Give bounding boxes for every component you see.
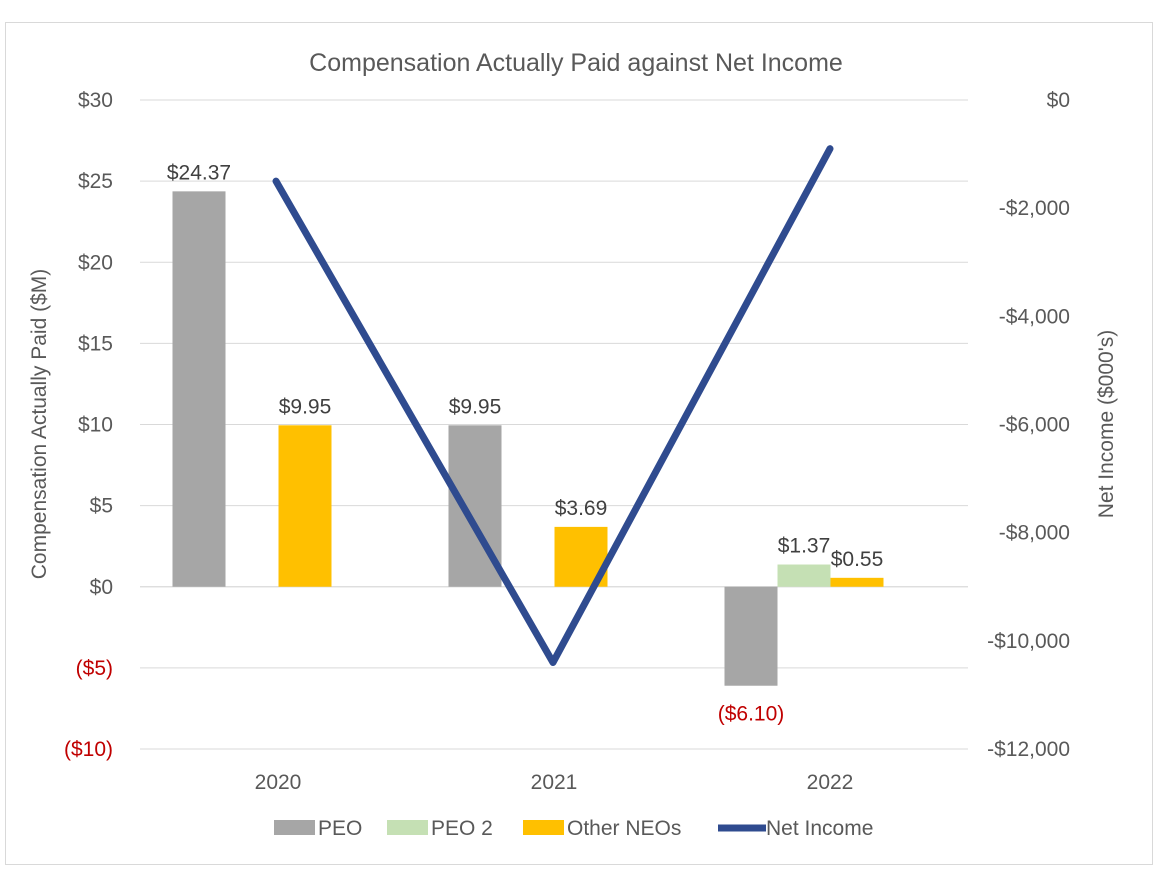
y2-tick-label: -$6,000 — [999, 414, 1070, 437]
x-tick-label: 2022 — [807, 771, 854, 794]
bar-other-neos — [830, 577, 884, 587]
y-tick-label: $30 — [78, 89, 113, 112]
data-label: ($6.10) — [718, 703, 785, 726]
bar-labels: $24.37 $9.95 ($6.10) $1.37 $9.95 $3.69 $0.55 — [167, 161, 883, 725]
bar-peo-2 — [777, 564, 831, 587]
legend-swatch-other-neos — [523, 820, 564, 835]
data-label: $9.95 — [279, 395, 332, 418]
y2-tick-label: $0 — [1047, 89, 1070, 112]
legend-label-peo: PEO — [318, 817, 362, 840]
x-tick-label: 2021 — [531, 771, 578, 794]
line-net-income — [272, 145, 834, 666]
y-tick-label: $15 — [78, 332, 113, 355]
bar-peo — [172, 191, 226, 587]
x-axis-ticks: 2020 2021 2022 — [255, 771, 854, 794]
legend-label-net-income: Net Income — [766, 817, 873, 840]
bar-peo — [724, 586, 778, 686]
y-axis-label: Compensation Actually Paid ($M) — [28, 269, 51, 579]
net-income-line — [272, 145, 834, 666]
y-tick-label: $25 — [78, 170, 113, 193]
y-tick-label: $20 — [78, 251, 113, 274]
y2-axis-label: Net Income ($000's) — [1095, 330, 1118, 518]
y-tick-label: ($5) — [76, 657, 113, 680]
y-tick-label: $0 — [90, 576, 113, 599]
data-label: $9.95 — [449, 395, 502, 418]
legend-swatch-peo — [274, 820, 315, 835]
legend-label-peo-2: PEO 2 — [431, 817, 493, 840]
bar-other-neos — [278, 425, 332, 587]
data-label: $1.37 — [778, 535, 831, 558]
y2-tick-label: -$12,000 — [987, 738, 1070, 761]
legend-label-other-neos: Other NEOs — [567, 817, 681, 840]
y-tick-label: $5 — [90, 495, 113, 518]
y2-tick-label: -$8,000 — [999, 522, 1070, 545]
y2-tick-label: -$2,000 — [999, 197, 1070, 220]
chart-frame — [5, 22, 1153, 865]
y2-tick-label: -$10,000 — [987, 630, 1070, 653]
chart-title: Compensation Actually Paid against Net I… — [309, 49, 843, 77]
legend: PEO PEO 2 Other NEOs Net Income — [274, 817, 873, 840]
y-tick-label: $10 — [78, 414, 113, 437]
data-label: $3.69 — [555, 497, 608, 520]
y-axis-ticks: $30 $25 $20 $15 $10 $5 $0 ($5) ($10) — [64, 89, 113, 761]
legend-swatch-peo-2 — [387, 820, 428, 835]
x-tick-label: 2020 — [255, 771, 302, 794]
data-label: $0.55 — [831, 548, 884, 571]
y2-tick-label: -$4,000 — [999, 305, 1070, 328]
data-label: $24.37 — [167, 161, 231, 184]
gridlines — [140, 99, 968, 750]
bars — [172, 191, 884, 686]
y2-axis-ticks: $0 -$2,000 -$4,000 -$6,000 -$8,000 -$10,000 -$… — [987, 89, 1070, 761]
y-tick-label: ($10) — [64, 738, 113, 761]
